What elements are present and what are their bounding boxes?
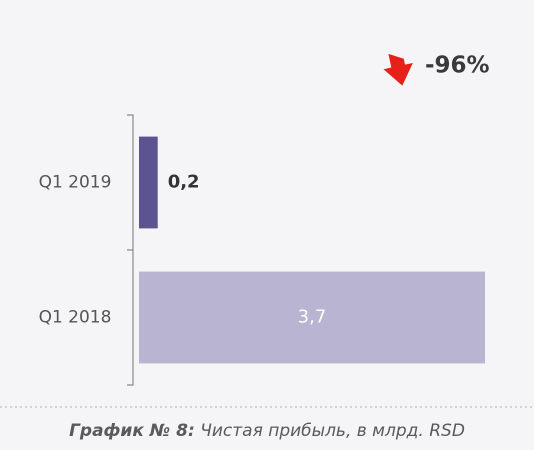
category-axis [127,114,134,386]
caption-text: Чистая прибыль, в млрд. RSD [200,421,465,441]
value-label: 3,7 [298,307,327,328]
bar [139,271,485,364]
y-tick-label: Q1 2019 [39,173,112,193]
value-label: 0,2 [168,172,200,193]
caption: График № 8: Чистая прибыль, в млрд. RSD [69,421,465,441]
bar [139,136,158,229]
down-arrow [383,53,413,86]
change-annotation: -96% [425,53,490,79]
caption-label: График № 8: [69,421,195,441]
y-tick-label: Q1 2018 [39,308,112,328]
